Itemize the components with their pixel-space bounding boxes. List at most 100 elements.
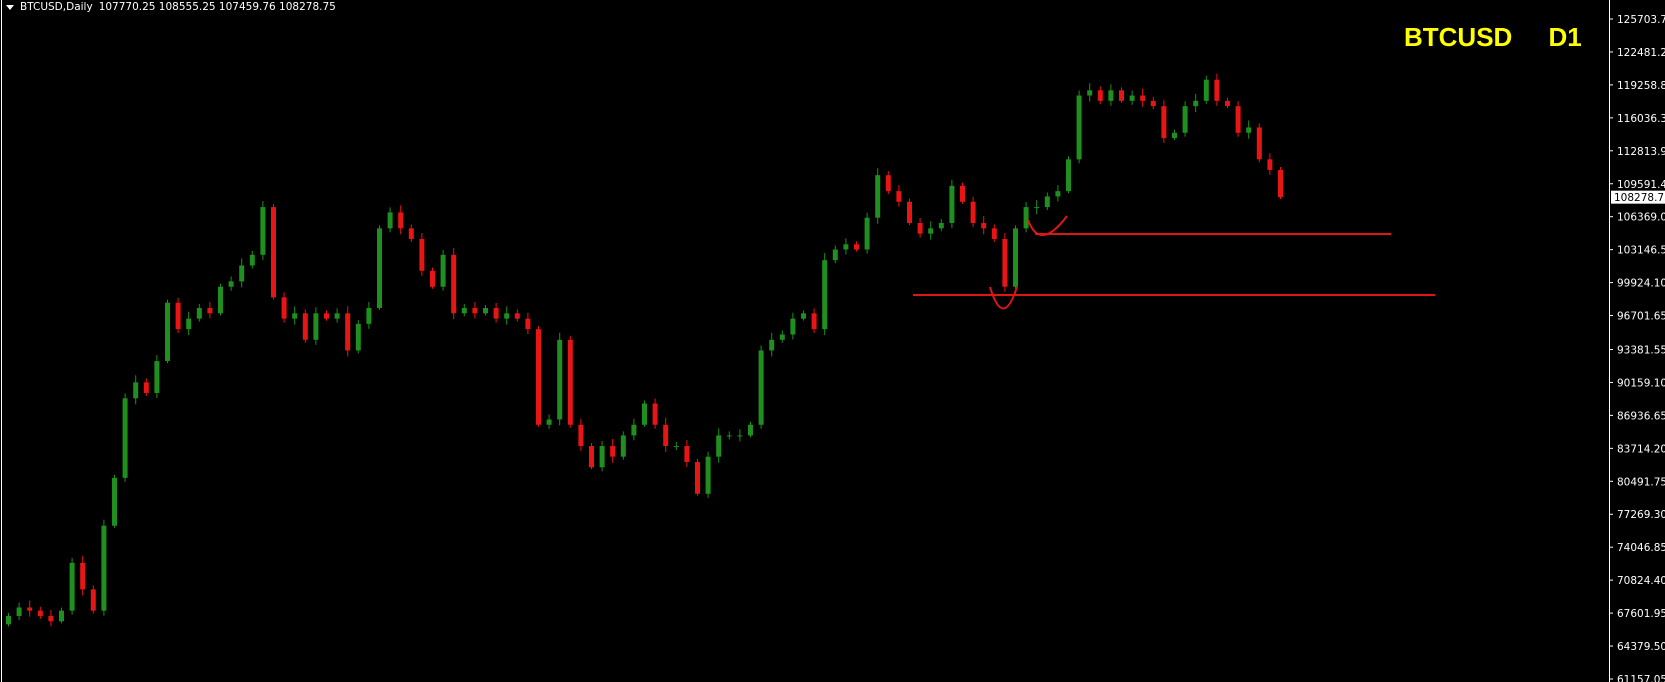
y-tick-label: 86936.65 xyxy=(1617,410,1665,422)
candle-bull xyxy=(483,308,488,314)
candle-bull xyxy=(440,254,446,287)
candle-bear xyxy=(981,223,987,229)
candle-bull xyxy=(1108,90,1114,101)
candle-bull xyxy=(769,339,775,351)
candle-bull xyxy=(631,424,637,436)
candle-bear xyxy=(493,308,499,319)
y-tick-label: 77269.30 xyxy=(1617,509,1665,521)
candles-group xyxy=(6,73,1283,627)
candle-bull xyxy=(673,446,679,448)
candle-bull xyxy=(69,562,75,611)
candle-bull xyxy=(801,313,806,319)
candle-bull xyxy=(1013,228,1018,287)
candle-bull xyxy=(1034,207,1040,209)
candle-bear xyxy=(1214,79,1220,101)
candle-bull xyxy=(16,607,22,616)
candle-bear xyxy=(80,562,86,590)
candle-bear xyxy=(1150,100,1156,107)
candle-bear xyxy=(271,207,276,298)
candle-bear xyxy=(143,382,149,393)
candle-bear xyxy=(960,185,965,202)
candle-bear xyxy=(567,339,573,425)
candle-bear xyxy=(907,201,912,224)
price-axis[interactable]: 125703.70 122481.25 119258.80 116036.35 1128… xyxy=(1609,14,1665,682)
candle-bear xyxy=(917,223,923,234)
candle-bear xyxy=(896,191,902,202)
candle-bull xyxy=(599,446,605,468)
y-tick-label: 119258.80 xyxy=(1617,80,1665,92)
candle-bull xyxy=(461,308,467,314)
candle-bear xyxy=(27,607,33,611)
candle-bull xyxy=(875,175,881,218)
y-tick-label: 109591.45 xyxy=(1617,179,1665,191)
candle-bull xyxy=(387,212,393,229)
candle-bear xyxy=(970,201,976,224)
candle-bull xyxy=(112,477,117,526)
candle-bear xyxy=(1225,100,1230,107)
candle-bull xyxy=(642,403,647,425)
candle-bull xyxy=(1023,207,1029,229)
overlay-timeframe: D1 xyxy=(1548,22,1582,52)
candle-bear xyxy=(451,254,457,314)
y-tick-label: 64379.50 xyxy=(1617,641,1665,653)
y-tick-label: 74046.85 xyxy=(1617,542,1665,554)
candle-bull xyxy=(737,435,743,437)
candle-bull xyxy=(249,254,255,266)
y-tick-label: 116036.35 xyxy=(1617,113,1665,125)
candle-bear xyxy=(302,313,308,340)
candle-bear xyxy=(472,308,478,314)
upper-swing-annotation xyxy=(1027,215,1068,237)
candle-bear xyxy=(885,175,891,192)
candle-bear xyxy=(1267,159,1273,170)
candle-bull xyxy=(705,456,711,494)
overlay-symbol: BTCUSD xyxy=(1404,22,1513,52)
candle-bull xyxy=(620,435,626,457)
ohlc-values: 107770.25 108555.25 107459.76 108278.75 xyxy=(98,1,336,13)
candle-bear xyxy=(589,446,594,468)
candle-bull xyxy=(716,435,722,457)
candle-bull xyxy=(165,302,170,362)
candle-bear xyxy=(991,228,997,239)
y-tick-label: 103146.55 xyxy=(1617,245,1665,257)
dropdown-triangle-icon[interactable] xyxy=(6,4,14,10)
candle-bull xyxy=(832,249,838,261)
candle-bear xyxy=(345,313,351,351)
y-tick-label: 80491.75 xyxy=(1617,476,1665,488)
y-tick-label: 83714.20 xyxy=(1617,443,1665,455)
symbol-overlay: BTCUSD D1 xyxy=(1404,22,1582,53)
candle-bull xyxy=(218,286,223,314)
candle-bull xyxy=(1076,95,1082,160)
candle-bull xyxy=(260,207,266,255)
candle-bear xyxy=(37,610,43,616)
candle-bull xyxy=(790,318,796,335)
candle-bull xyxy=(557,339,563,420)
candle-bear xyxy=(1002,238,1008,287)
candle-bear xyxy=(652,403,658,425)
candle-bull xyxy=(1129,95,1135,101)
candle-bull xyxy=(334,313,340,319)
candle-bull xyxy=(546,419,552,425)
candle-bear xyxy=(1256,127,1262,160)
symbol-period: BTCUSD,Daily xyxy=(20,1,93,13)
current-price-label: 108278.75 xyxy=(1611,190,1665,204)
candle-bull xyxy=(1172,132,1177,139)
y-tick-label: 70824.40 xyxy=(1617,575,1665,587)
candle-bull xyxy=(59,610,64,622)
candle-bull xyxy=(1066,159,1071,192)
current-price-box xyxy=(1611,190,1665,204)
candle-bear xyxy=(695,461,700,494)
current-price-text: 108278.75 xyxy=(1614,192,1665,204)
y-tick-label: 125703.70 xyxy=(1617,14,1665,26)
candle-bull xyxy=(228,281,234,287)
candle-bull xyxy=(366,308,372,324)
candle-bull xyxy=(779,334,785,340)
y-tick-label: 96701.65 xyxy=(1617,311,1665,323)
y-tick-label: 61157.05 xyxy=(1617,674,1665,682)
candle-bull xyxy=(504,313,510,319)
candle-bull xyxy=(1246,127,1252,133)
candle-bull xyxy=(928,228,934,234)
candle-bear xyxy=(811,313,817,330)
support-levels xyxy=(913,232,1435,297)
candle-bull xyxy=(196,308,202,319)
